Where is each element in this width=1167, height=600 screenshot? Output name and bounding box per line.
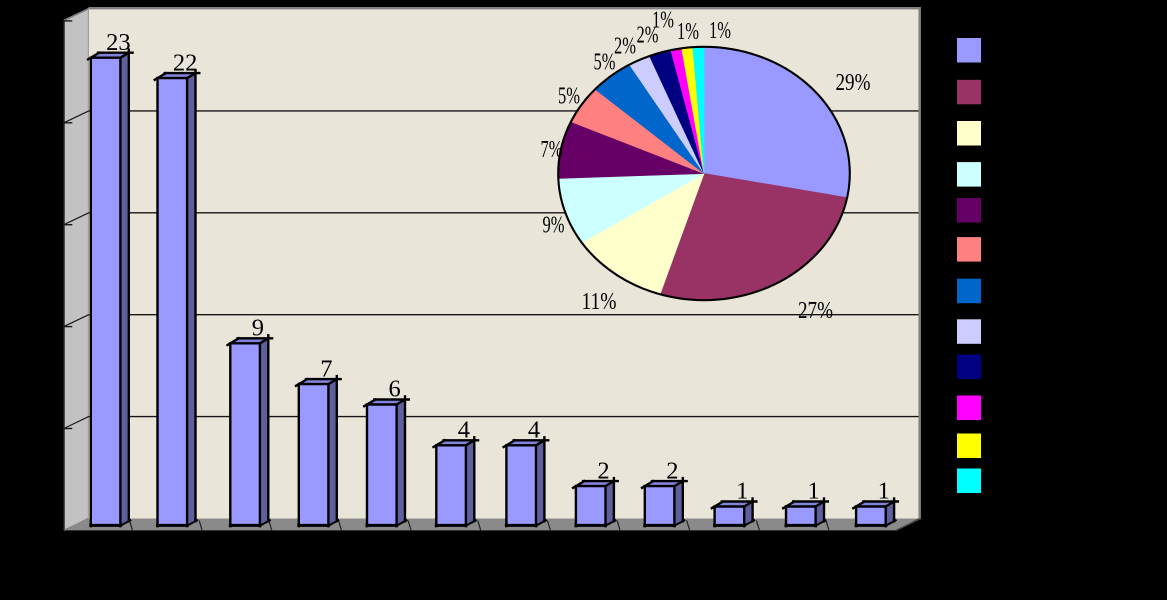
svg-text:7%: 7% xyxy=(541,136,563,163)
svg-text:1%: 1% xyxy=(677,18,699,45)
svg-text:5%: 5% xyxy=(558,83,580,110)
svg-text:9: 9 xyxy=(252,315,264,342)
svg-text:11%: 11% xyxy=(582,288,617,315)
svg-text:1: 1 xyxy=(736,478,748,505)
svg-text:9%: 9% xyxy=(543,212,565,239)
svg-text:29%: 29% xyxy=(836,69,871,96)
svg-text:7: 7 xyxy=(320,355,332,382)
svg-text:2%: 2% xyxy=(614,33,636,60)
svg-text:27%: 27% xyxy=(798,297,833,324)
svg-text:6: 6 xyxy=(388,376,400,403)
svg-text:4: 4 xyxy=(458,417,470,444)
svg-text:1%: 1% xyxy=(709,17,731,44)
svg-text:23: 23 xyxy=(106,29,131,56)
svg-text:2: 2 xyxy=(666,457,678,484)
svg-text:4: 4 xyxy=(528,417,540,444)
svg-text:2%: 2% xyxy=(637,22,659,49)
svg-text:1: 1 xyxy=(807,478,819,505)
svg-text:5%: 5% xyxy=(594,49,616,76)
svg-text:1: 1 xyxy=(878,478,890,505)
svg-text:2: 2 xyxy=(597,457,609,484)
svg-text:22: 22 xyxy=(173,49,198,76)
svg-text:1%: 1% xyxy=(652,7,674,34)
